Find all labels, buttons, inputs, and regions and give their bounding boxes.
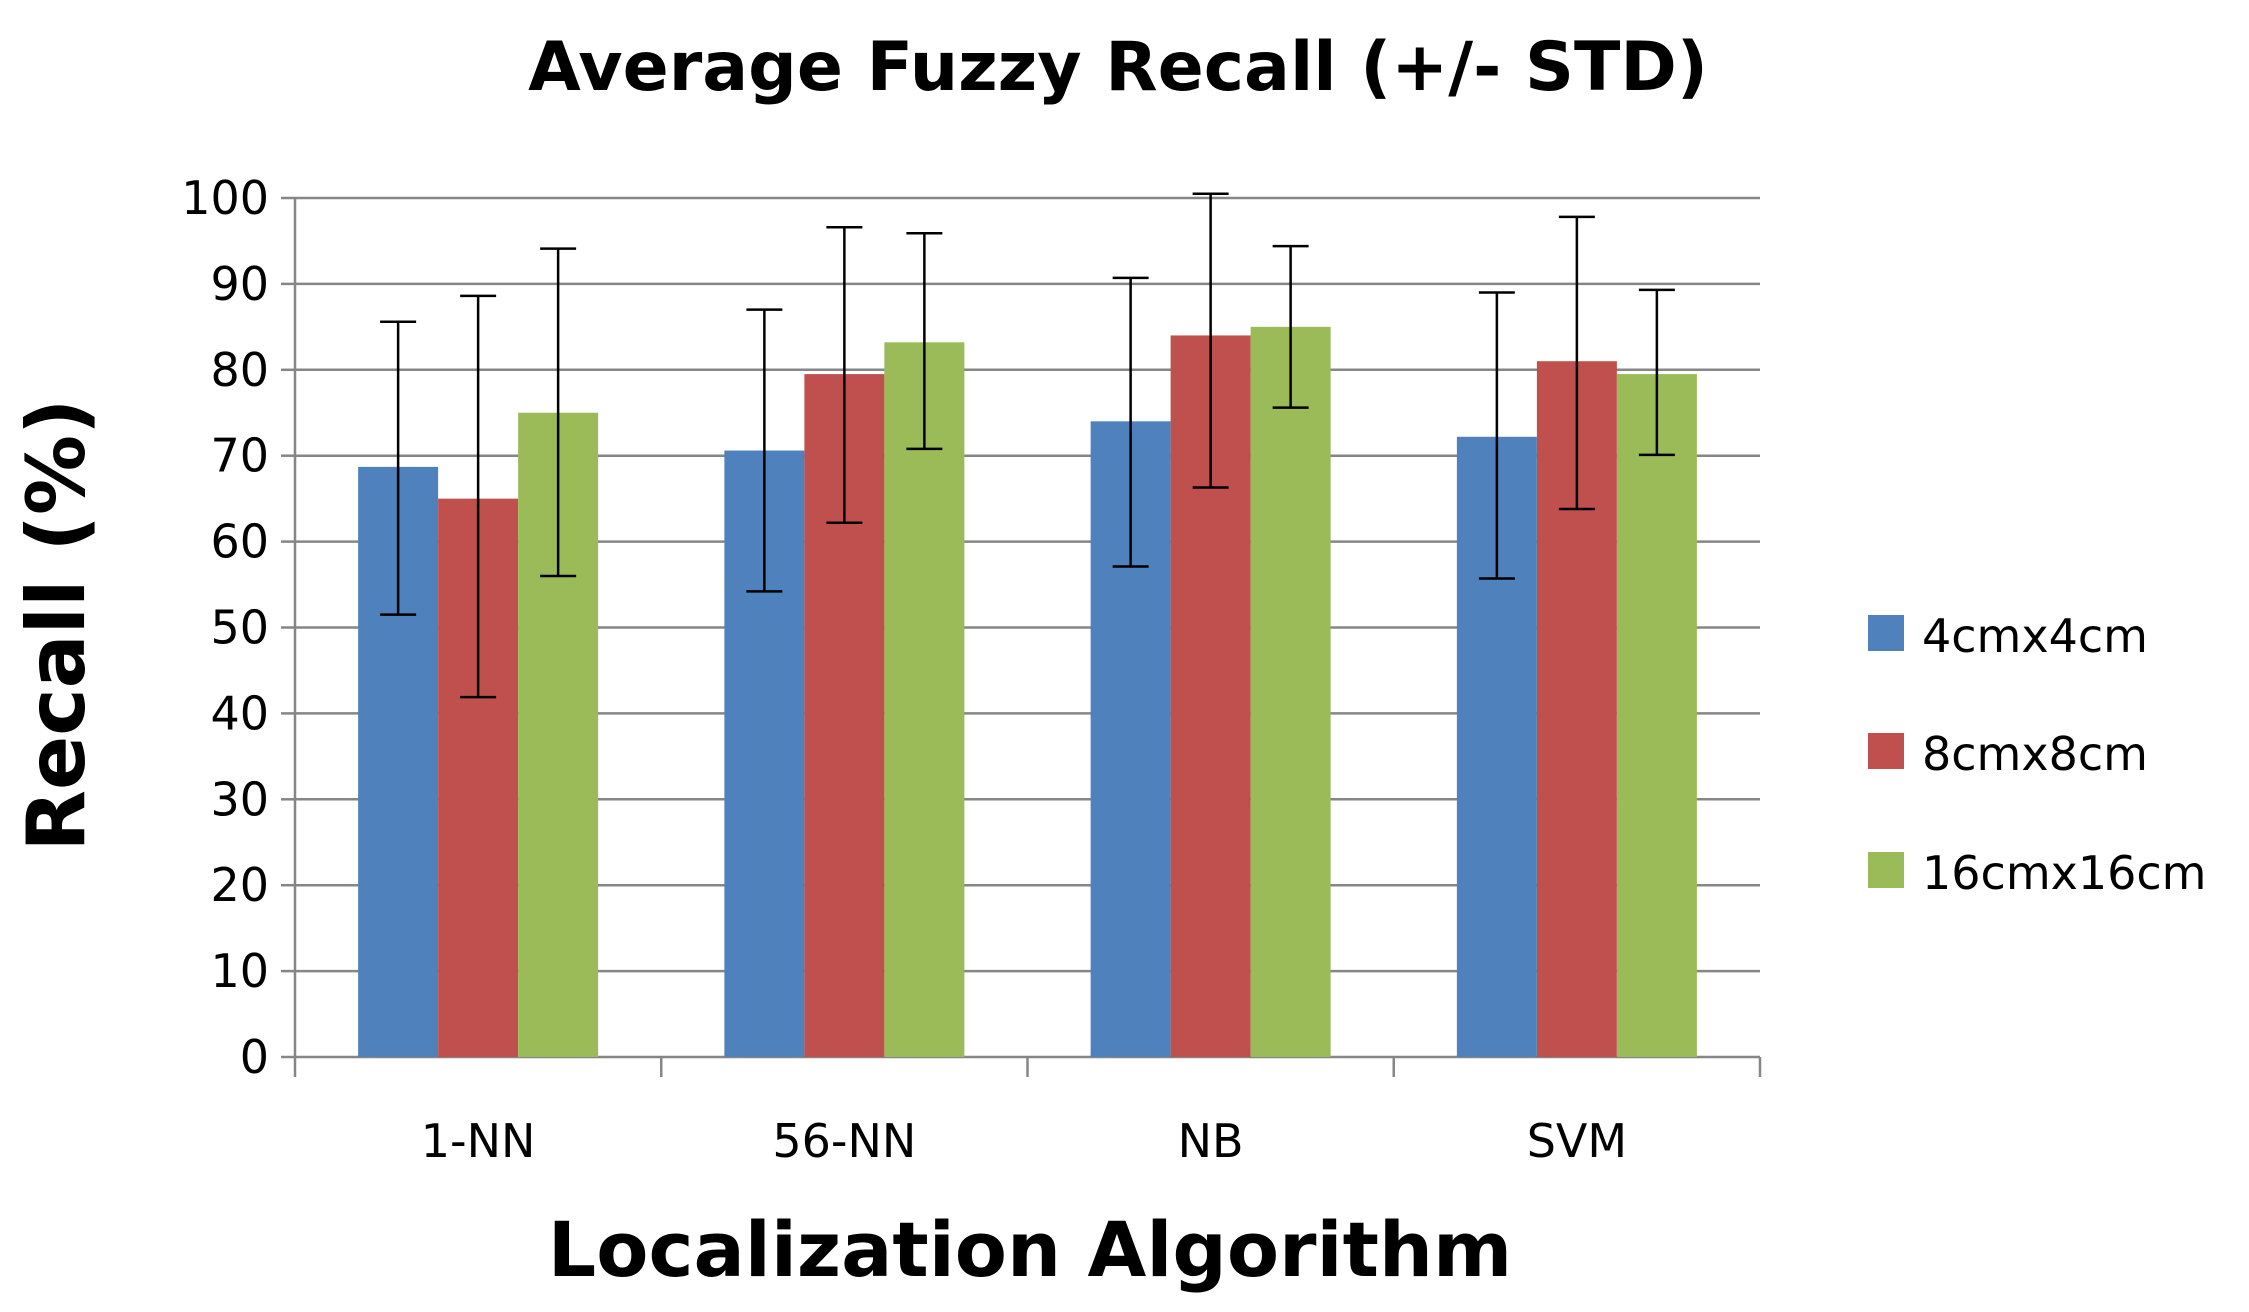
x-axis-title: Localization Algorithm [548,1205,1512,1294]
legend-item-4cmx4cm: 4cmx4cm [1868,609,2148,663]
x-tick-label-56-NN: 56-NN [772,1114,916,1168]
legend: 4cmx4cm 8cmx8cm 16cmx16cm [1868,609,2207,900]
y-tick-label: 0 [240,1030,269,1084]
legend-item-16cmx16cm: 16cmx16cm [1868,846,2207,900]
error-bar-16cmx16cm-56-NN [906,231,943,451]
error-bar-4cmx4cm-56-NN [746,308,783,593]
error-bar-16cmx16cm-NB [1272,244,1309,409]
error-bar-4cmx4cm-SVM [1478,291,1515,580]
legend-swatch [1868,852,1904,888]
legend-swatch [1868,615,1904,651]
x-tick-label-SVM: SVM [1527,1114,1627,1168]
error-bar-16cmx16cm-SVM [1638,288,1675,457]
legend-label: 4cmx4cm [1922,609,2148,663]
error-bar-4cmx4cm-1-NN [380,320,417,616]
y-tick-label: 80 [210,343,269,397]
y-tick-label: 20 [210,858,269,912]
y-tick-label: 70 [210,429,269,483]
x-tick-label-NB: NB [1178,1114,1244,1168]
error-bar-8cmx8cm-NB [1192,192,1229,489]
y-tick-label: 30 [210,772,269,826]
error-bar-16cmx16cm-1-NN [540,247,577,578]
y-axis-tick-labels: 0 10 20 30 40 50 60 70 80 90 100 [181,171,269,1084]
y-tick-label: 90 [210,257,269,311]
y-axis-title: Recall (%) [10,398,103,851]
y-tick-label: 40 [210,686,269,740]
bar-16cmx16cm-56-NN [884,342,965,1057]
y-tick-label: 10 [210,944,269,998]
bar-16cmx16cm-SVM [1616,374,1697,1058]
legend-swatch [1868,733,1904,769]
legend-item-8cmx8cm: 8cmx8cm [1868,727,2148,781]
legend-label: 8cmx8cm [1922,727,2148,781]
bar-16cmx16cm-NB [1250,326,1331,1058]
chart-title: Average Fuzzy Recall (+/- STD) [528,28,1708,107]
error-bar-4cmx4cm-NB [1112,276,1149,568]
y-tick-label: 100 [181,171,269,225]
legend-label: 16cmx16cm [1922,846,2207,900]
y-tick-label: 60 [210,515,269,569]
error-bar-8cmx8cm-SVM [1558,215,1595,511]
error-bars [380,192,1675,699]
error-bar-8cmx8cm-56-NN [826,225,863,524]
error-bar-8cmx8cm-1-NN [460,294,497,699]
x-axis-tick-labels: 1-NN 56-NN NB SVM [421,1114,1627,1168]
x-tick-label-1-NN: 1-NN [421,1114,536,1168]
y-tick-label: 50 [210,601,269,655]
